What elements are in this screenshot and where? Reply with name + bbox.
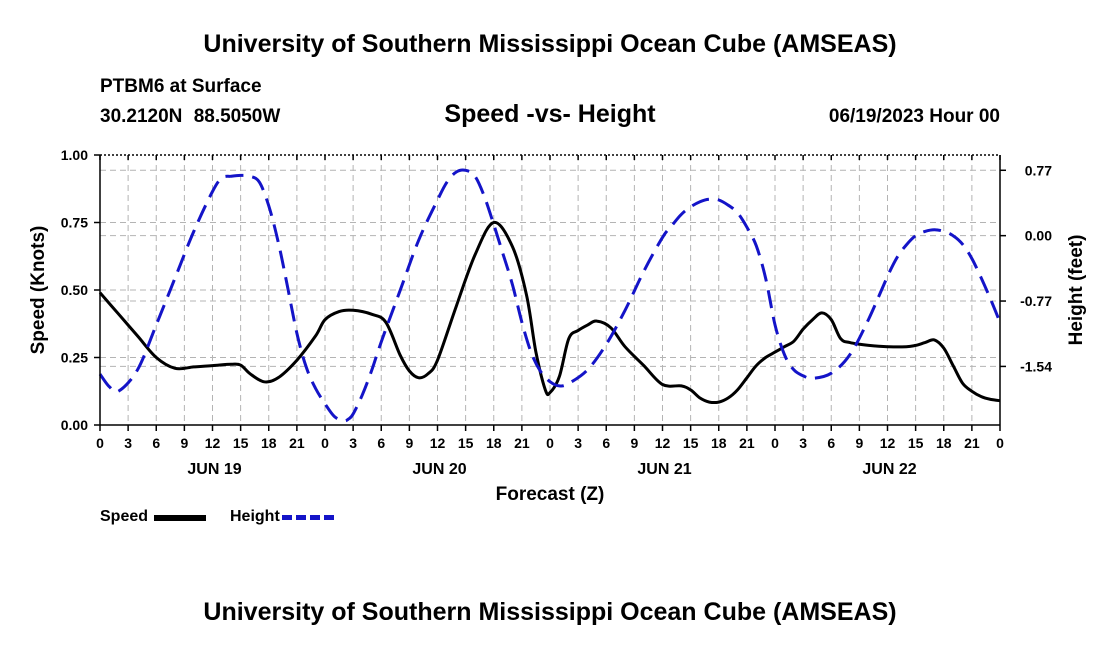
x-tick-label: 12 bbox=[880, 435, 896, 451]
x-tick-label: 3 bbox=[124, 435, 132, 451]
legend-height-swatch bbox=[281, 515, 334, 521]
x-tick-label: 6 bbox=[827, 435, 835, 451]
data-series bbox=[98, 168, 1002, 423]
x-tick-label: 18 bbox=[261, 435, 277, 451]
x-tick-label: 15 bbox=[233, 435, 249, 451]
forecast-datetime: 06/19/2023 Hour 00 bbox=[828, 106, 1000, 127]
y-tick-label-right: -1.54 bbox=[1020, 358, 1052, 374]
x-tick-label: 15 bbox=[683, 435, 699, 451]
y-tick-label-right: 0.00 bbox=[1025, 228, 1052, 244]
x-axis-title: Forecast (Z) bbox=[496, 484, 605, 505]
x-tick-label: 9 bbox=[855, 435, 863, 451]
x-tick-label: 0 bbox=[996, 435, 1004, 451]
x-tick-label: 15 bbox=[458, 435, 474, 451]
x-tick-label: 18 bbox=[936, 435, 952, 451]
x-tick-label: 0 bbox=[321, 435, 329, 451]
latitude-label: 30.2120N bbox=[100, 106, 183, 127]
station-label: PTBM6 at Surface bbox=[100, 76, 262, 97]
axes bbox=[94, 154, 1006, 431]
axis-labels: Forecast (Z) Speed (Knots) Height (feet)… bbox=[28, 147, 1087, 505]
day-label: JUN 19 bbox=[187, 461, 241, 478]
y-tick-label-left: 0.75 bbox=[61, 215, 88, 231]
x-tick-label: 21 bbox=[289, 435, 305, 451]
x-tick-label: 0 bbox=[771, 435, 779, 451]
footer-title: University of Southern Mississippi Ocean… bbox=[203, 598, 897, 626]
grid-lines bbox=[100, 155, 1000, 425]
legend-speed-label: Speed bbox=[100, 508, 149, 525]
x-tick-label: 15 bbox=[908, 435, 924, 451]
x-tick-label: 9 bbox=[630, 435, 638, 451]
day-label: JUN 21 bbox=[637, 461, 691, 478]
y-tick-label-left: 0.25 bbox=[61, 350, 88, 366]
x-tick-label: 0 bbox=[546, 435, 554, 451]
x-tick-label: 21 bbox=[964, 435, 980, 451]
y-tick-label-left: 0.50 bbox=[61, 282, 88, 298]
day-label: JUN 22 bbox=[862, 461, 916, 478]
x-tick-label: 3 bbox=[349, 435, 357, 451]
chart-subtitle: Speed -vs- Height bbox=[444, 100, 656, 128]
x-tick-label: 6 bbox=[602, 435, 610, 451]
legend-height-label: Height bbox=[230, 508, 280, 525]
y-tick-label-left: 1.00 bbox=[61, 147, 88, 163]
y-tick-label-right: -0.77 bbox=[1020, 293, 1052, 309]
x-tick-label: 9 bbox=[405, 435, 413, 451]
chart-title: University of Southern Mississippi Ocean… bbox=[203, 30, 897, 58]
x-tick-label: 3 bbox=[574, 435, 582, 451]
x-tick-label: 18 bbox=[711, 435, 727, 451]
height-series-line bbox=[98, 168, 1002, 423]
left-y-axis-title: Speed (Knots) bbox=[28, 226, 49, 355]
legend-speed-swatch bbox=[154, 514, 207, 521]
y-tick-label-right: 0.77 bbox=[1025, 162, 1052, 178]
x-tick-label: 3 bbox=[799, 435, 807, 451]
speed-series-line bbox=[98, 221, 1001, 405]
x-tick-label: 6 bbox=[377, 435, 385, 451]
day-label: JUN 20 bbox=[412, 461, 466, 478]
y-tick-label-left: 0.00 bbox=[61, 417, 88, 433]
x-tick-label: 9 bbox=[180, 435, 188, 451]
x-tick-label: 18 bbox=[486, 435, 502, 451]
right-y-axis-title: Height (feet) bbox=[1066, 235, 1087, 346]
x-tick-label: 21 bbox=[514, 435, 530, 451]
x-tick-label: 12 bbox=[205, 435, 221, 451]
x-tick-label: 6 bbox=[152, 435, 160, 451]
legend-height: Height bbox=[230, 508, 334, 526]
legend-speed: Speed bbox=[100, 508, 207, 526]
coordinates: 30.2120N 88.5050W bbox=[100, 106, 280, 128]
longitude-label: 88.5050W bbox=[193, 106, 281, 127]
x-tick-label: 12 bbox=[655, 435, 671, 451]
x-tick-label: 0 bbox=[96, 435, 104, 451]
x-tick-label: 12 bbox=[430, 435, 446, 451]
x-tick-label: 21 bbox=[739, 435, 755, 451]
